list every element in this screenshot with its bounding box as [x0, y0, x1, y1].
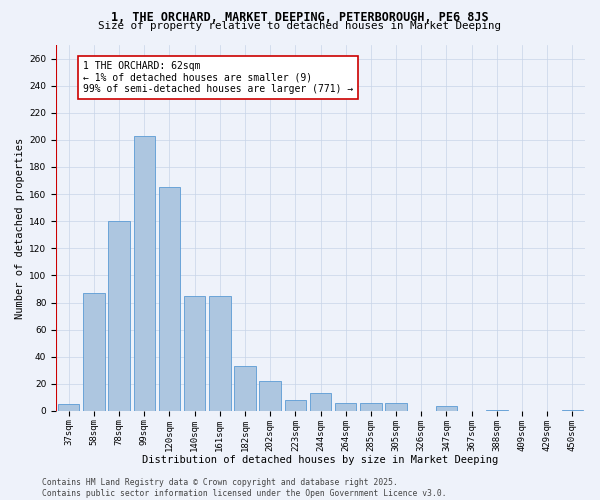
Bar: [385, 403, 407, 411]
Y-axis label: Number of detached properties: Number of detached properties: [15, 138, 25, 318]
Bar: [259, 381, 281, 411]
Bar: [360, 403, 382, 411]
Bar: [209, 296, 230, 411]
Bar: [58, 404, 79, 411]
Bar: [335, 403, 356, 411]
Bar: [184, 296, 205, 411]
Bar: [83, 293, 104, 411]
Text: 1, THE ORCHARD, MARKET DEEPING, PETERBOROUGH, PE6 8JS: 1, THE ORCHARD, MARKET DEEPING, PETERBOR…: [111, 11, 489, 24]
Bar: [436, 406, 457, 411]
Text: Size of property relative to detached houses in Market Deeping: Size of property relative to detached ho…: [98, 21, 502, 31]
X-axis label: Distribution of detached houses by size in Market Deeping: Distribution of detached houses by size …: [142, 455, 499, 465]
Bar: [235, 366, 256, 411]
Text: 1 THE ORCHARD: 62sqm
← 1% of detached houses are smaller (9)
99% of semi-detache: 1 THE ORCHARD: 62sqm ← 1% of detached ho…: [83, 62, 353, 94]
Bar: [134, 136, 155, 411]
Text: Contains HM Land Registry data © Crown copyright and database right 2025.
Contai: Contains HM Land Registry data © Crown c…: [42, 478, 446, 498]
Bar: [486, 410, 508, 411]
Bar: [284, 400, 306, 411]
Bar: [109, 221, 130, 411]
Bar: [310, 394, 331, 411]
Bar: [159, 188, 180, 411]
Bar: [562, 410, 583, 411]
